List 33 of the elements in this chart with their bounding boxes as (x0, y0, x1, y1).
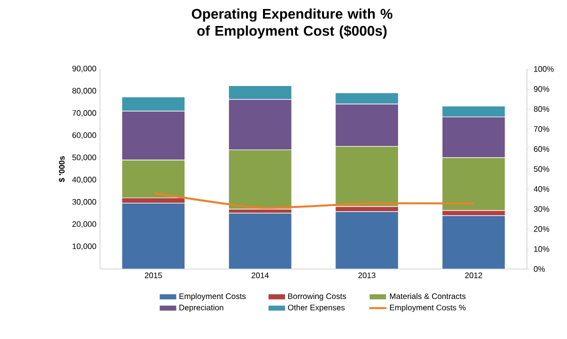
y-tick-label: 30,000 (72, 199, 96, 206)
y-tick-label: 50,000 (72, 154, 96, 162)
x-tick-label: 2013 (358, 272, 376, 278)
y2-tick-label: 40% (534, 186, 550, 192)
x-tick-label: 2014 (252, 272, 269, 278)
y-tick-label: 70,000 (72, 110, 96, 117)
chart-title: Operating Expenditure with % of Employment Cost ($000s) (192, 8, 392, 39)
y2-tick-label: 90% (534, 86, 550, 92)
legend-label: Other Expenses (288, 304, 345, 312)
y-tick-label: 40,000 (72, 176, 96, 184)
y2-tick-label: 10% (534, 246, 550, 252)
legend-label: Employment Costs (179, 293, 246, 301)
bar (228, 212, 292, 269)
y2-tick-label: 30% (534, 206, 550, 212)
y-tick-label: 10,000 (72, 243, 96, 250)
y2-tick-label: 0% (534, 266, 545, 272)
y2-tick-label: 80% (534, 106, 550, 112)
legend-label: Materials & Contracts (390, 293, 466, 300)
x-tick-label: 2012 (465, 272, 482, 278)
y-axis-title: $ '000s (58, 156, 66, 182)
y2-tick-label: 70% (534, 126, 550, 132)
y2-tick-label: 50% (534, 166, 550, 172)
y2-tick-label: 100% (534, 66, 554, 72)
legend-label: Borrowing Costs (288, 293, 346, 301)
y-tick-label: 80,000 (72, 88, 96, 95)
y2-tick-label: 60% (534, 146, 550, 152)
x-tick-label: 2015 (144, 272, 162, 278)
y-tick-label: 60,000 (72, 132, 96, 139)
legend-label: Depreciation (179, 304, 224, 312)
y2-tick-label: 20% (534, 226, 550, 232)
y-tick-label: 90,000 (72, 66, 96, 72)
legend-label: Employment Costs % (390, 304, 466, 312)
y-tick-label: 20,000 (72, 221, 96, 228)
